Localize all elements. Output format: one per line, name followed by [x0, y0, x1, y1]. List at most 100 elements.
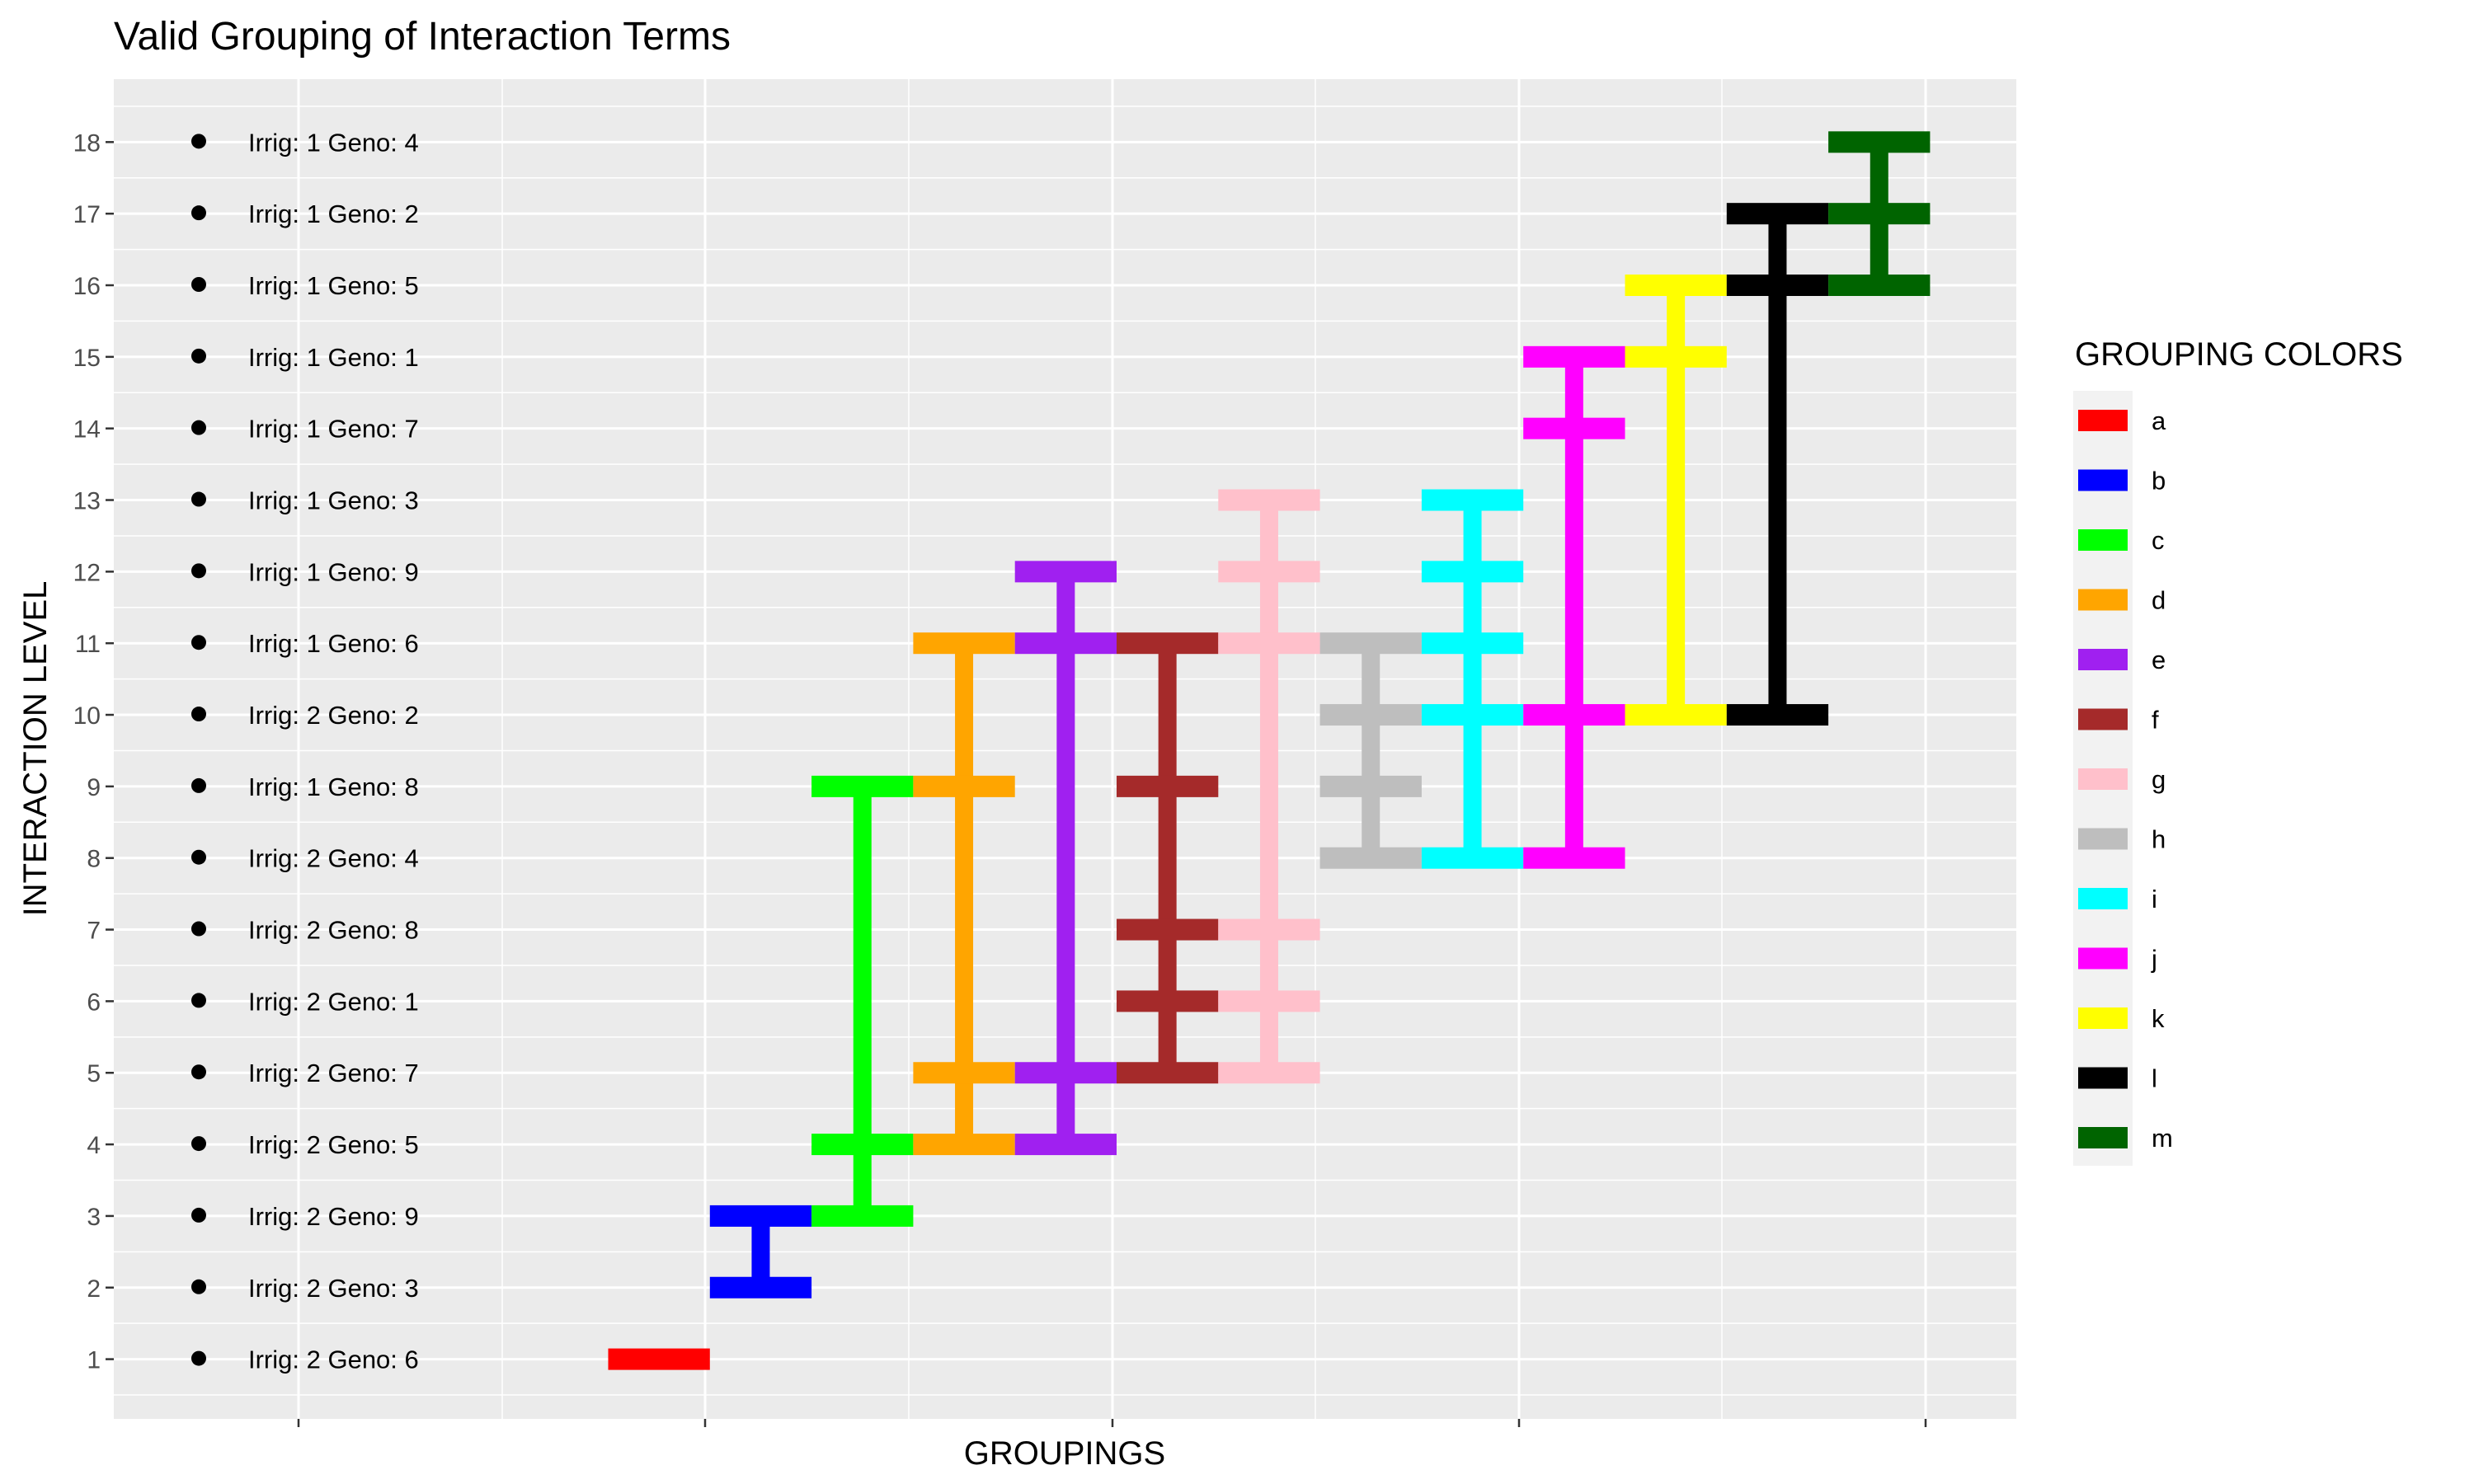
- legend-swatch: [2078, 410, 2128, 431]
- grouping-level-bar: [1421, 847, 1524, 869]
- grouping-level-bar: [1726, 203, 1829, 225]
- legend-label: m: [2152, 1124, 2173, 1153]
- grouping-level-bar: [1726, 275, 1829, 296]
- row-label: Irrig: 1 Geno: 8: [248, 773, 419, 801]
- legend-title: GROUPING COLORS: [2075, 336, 2403, 373]
- grouping-c: [811, 775, 914, 1227]
- grouping-stem: [1362, 643, 1380, 858]
- grouping-h: [1319, 632, 1422, 869]
- grouping-level-bar: [1117, 918, 1219, 941]
- legend-label: k: [2152, 1004, 2165, 1033]
- grouping-d: [913, 632, 1015, 1156]
- grouping-level-bar: [1014, 1134, 1117, 1156]
- x-axis-title: GROUPINGS: [964, 1435, 1165, 1472]
- legend: GROUPING COLORS a b c d e f g h i j k l m: [2073, 336, 2403, 1166]
- grouping-l: [1726, 203, 1829, 726]
- y-tick-label: 15: [73, 345, 101, 372]
- row-point: [191, 993, 206, 1008]
- grouping-level-bar: [1218, 1062, 1320, 1084]
- row-point: [191, 205, 206, 221]
- row-label: Irrig: 1 Geno: 9: [248, 557, 419, 586]
- grouping-k: [1625, 275, 1727, 726]
- grouping-level-bar: [1421, 561, 1524, 583]
- legend-label: d: [2152, 586, 2166, 615]
- y-tick-label: 9: [87, 774, 101, 801]
- row-label: Irrig: 2 Geno: 8: [248, 916, 419, 945]
- row-point: [191, 277, 206, 292]
- legend-swatch: [2078, 708, 2128, 730]
- legend-label: l: [2152, 1064, 2157, 1093]
- grouping-level-bar: [608, 1348, 710, 1370]
- legend-label: g: [2152, 765, 2166, 794]
- row-point: [191, 348, 206, 364]
- row-point: [191, 777, 206, 793]
- row-label: Irrig: 1 Geno: 5: [248, 271, 419, 300]
- grouping-stem: [955, 643, 974, 1145]
- row-point: [191, 635, 206, 650]
- row-label: Irrig: 1 Geno: 1: [248, 343, 419, 372]
- legend-label: h: [2152, 825, 2166, 854]
- row-label: Irrig: 2 Geno: 3: [248, 1274, 419, 1303]
- y-tick-label: 11: [75, 631, 101, 658]
- row-point: [191, 1136, 206, 1152]
- grouping-e: [1014, 561, 1117, 1156]
- row-label: Irrig: 1 Geno: 3: [248, 486, 419, 515]
- grouping-level-bar: [1218, 632, 1320, 655]
- grouping-level-bar: [1625, 275, 1727, 296]
- grouping-level-bar: [811, 775, 914, 797]
- grouping-level-bar: [1421, 632, 1524, 655]
- grouping-level-bar: [1319, 775, 1422, 797]
- row-point: [191, 1279, 206, 1294]
- grouping-level-bar: [1014, 632, 1117, 655]
- grouping-level-bar: [1117, 775, 1219, 797]
- row-point: [191, 134, 206, 149]
- row-labels: Irrig: 2 Geno: 6 Irrig: 2 Geno: 3 Irrig: 2…: [191, 128, 419, 1374]
- chart-title: Valid Grouping of Interaction Terms: [114, 15, 731, 59]
- legend-swatch: [2078, 469, 2128, 491]
- grouping-stem: [1259, 500, 1278, 1073]
- grouping-level-bar: [1523, 417, 1625, 439]
- row-label: Irrig: 1 Geno: 6: [248, 629, 419, 658]
- row-label: Irrig: 2 Geno: 4: [248, 844, 419, 873]
- row-point: [191, 707, 206, 722]
- grouping-level-bar: [709, 1205, 812, 1227]
- y-tick-label: 8: [87, 846, 101, 873]
- legend-label: b: [2152, 467, 2166, 495]
- grouping-stem: [1056, 571, 1075, 1145]
- legend-label: c: [2152, 526, 2165, 555]
- y-tick-label: 3: [87, 1204, 101, 1231]
- row-point: [191, 1064, 206, 1080]
- grouping-level-bar: [1218, 489, 1320, 511]
- grouping-level-bar: [811, 1134, 914, 1156]
- grouping-stem: [853, 786, 872, 1216]
- y-tick-label: 5: [87, 1060, 101, 1087]
- grouping-stem: [1564, 356, 1583, 858]
- grouping-level-bar: [1828, 131, 1931, 153]
- grouping-level-bar: [811, 1205, 914, 1227]
- legend-swatch: [2078, 1127, 2128, 1148]
- legend-swatch: [2078, 529, 2128, 551]
- grouping-level-bar: [709, 1276, 812, 1298]
- row-point: [191, 921, 206, 937]
- y-tick-label: 4: [87, 1132, 101, 1159]
- legend-label: f: [2152, 706, 2159, 735]
- grouping-level-bar: [1523, 847, 1625, 869]
- y-tick-label: 12: [73, 559, 101, 586]
- grouping-level-bar: [1421, 704, 1524, 726]
- row-label: Irrig: 1 Geno: 4: [248, 128, 419, 157]
- interval-marks: [608, 131, 1931, 1370]
- y-tick-label: 16: [73, 273, 101, 300]
- row-label: Irrig: 2 Geno: 5: [248, 1130, 419, 1159]
- row-label: Irrig: 2 Geno: 6: [248, 1345, 419, 1374]
- row-point: [191, 849, 206, 865]
- grouping-level-bar: [1218, 918, 1320, 941]
- y-tick-label: 13: [73, 488, 101, 515]
- grouping-level-bar: [1523, 704, 1625, 726]
- grouping-a: [608, 1348, 710, 1370]
- grouping-stem: [1158, 643, 1177, 1073]
- grouping-level-bar: [1828, 275, 1931, 296]
- grouping-i: [1421, 489, 1524, 869]
- legend-swatch: [2078, 1007, 2128, 1029]
